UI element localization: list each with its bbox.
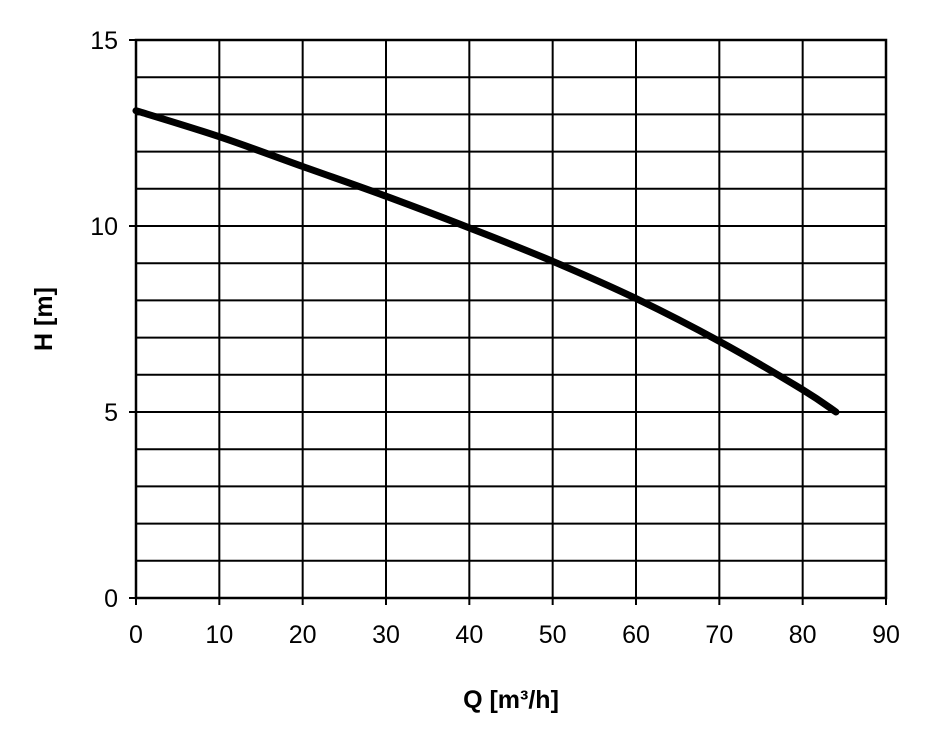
- x-tick-label: 10: [205, 621, 233, 649]
- series-layer: [132, 107, 840, 416]
- labels: Q [m³/h] H [m] 0 10 20 30 40 50 60 70 80 90 0 5 10 15: [30, 27, 900, 714]
- x-tick-label: 50: [539, 621, 567, 649]
- y-tick-label: 10: [90, 213, 118, 241]
- x-tick-label: 0: [129, 621, 143, 649]
- axes: [129, 38, 888, 605]
- x-tick-label: 60: [622, 621, 650, 649]
- grid: [135, 39, 887, 599]
- x-tick-label: 80: [789, 621, 817, 649]
- y-tick-label: 15: [90, 27, 118, 55]
- y-tick-label: 5: [104, 399, 118, 427]
- x-axis-title: Q [m³/h]: [463, 686, 559, 714]
- y-axis-title: H [m]: [30, 287, 58, 351]
- x-tick-label: 20: [289, 621, 317, 649]
- x-tick-label: 40: [455, 621, 483, 649]
- plot-frame: [134, 38, 888, 600]
- pump-curve-line: [132, 107, 840, 416]
- x-tick-label: 70: [705, 621, 733, 649]
- x-tick-label: 90: [872, 621, 900, 649]
- y-tick-label: 0: [104, 585, 118, 613]
- x-tick-label: 30: [372, 621, 400, 649]
